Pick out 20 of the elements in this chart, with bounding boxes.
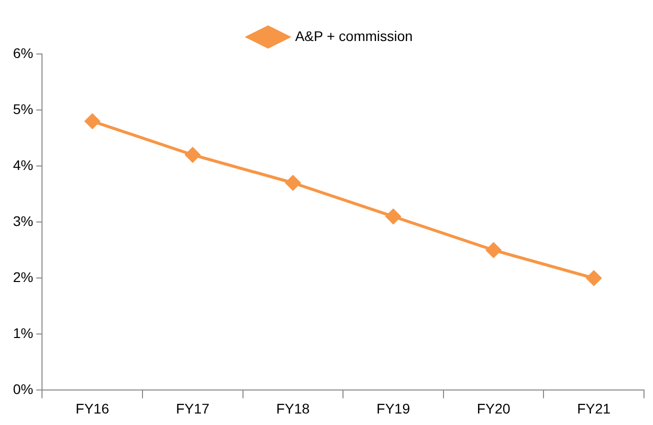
x-tick-label: FY17 xyxy=(176,400,210,416)
point xyxy=(84,114,100,129)
x-tick-label: FY20 xyxy=(476,400,510,416)
x-tick-label: FY18 xyxy=(276,400,310,416)
y-tick-label: 5% xyxy=(13,100,34,117)
point xyxy=(486,242,502,258)
y-tick-label: 3% xyxy=(13,212,34,229)
point xyxy=(185,147,200,162)
y-tick-label: 1% xyxy=(13,325,34,342)
y-tick-label: 0% xyxy=(13,381,34,398)
x-tick-label: FY16 xyxy=(76,400,110,416)
point xyxy=(586,270,602,286)
x-tick-label: FY19 xyxy=(376,400,410,416)
y-tick-label: 6% xyxy=(13,44,34,61)
x-tick-label: FY21 xyxy=(577,400,611,416)
y-tick-label: 2% xyxy=(13,268,34,285)
point xyxy=(285,175,300,190)
legend-label: A&P + commission xyxy=(295,28,413,44)
y-tick-label: 4% xyxy=(13,156,34,173)
point xyxy=(386,208,401,224)
